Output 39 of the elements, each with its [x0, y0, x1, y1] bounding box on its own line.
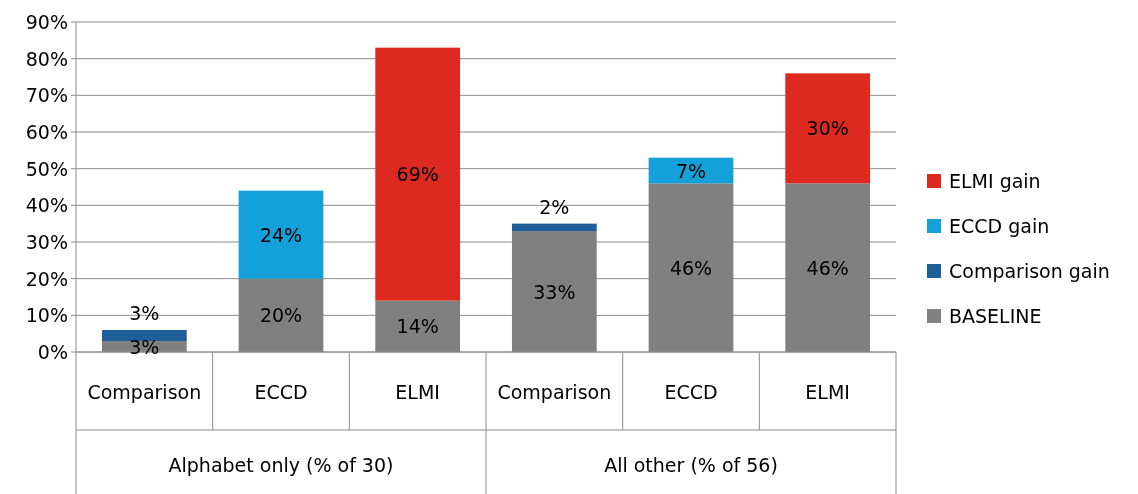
y-tick-label: 50% [25, 157, 68, 180]
data-label: 3% [129, 335, 160, 358]
data-label: 46% [806, 256, 849, 279]
legend-label: Comparison gain [949, 260, 1110, 282]
data-label: 14% [396, 315, 439, 338]
y-tick-label: 30% [25, 231, 68, 253]
bar [511, 223, 597, 231]
x-tick-label: Comparison [87, 381, 202, 403]
data-label: 30% [806, 117, 849, 140]
y-tick-label: 10% [25, 304, 68, 327]
x-tick-label: Comparison [497, 381, 612, 403]
text: All other (% of 56) [604, 454, 778, 476]
y-tick-label: 0% [37, 341, 68, 363]
y-tick-label: 80% [25, 47, 68, 70]
data-label: 46% [669, 256, 713, 279]
y-tick-label: 70% [25, 84, 68, 107]
data-label: 33% [533, 280, 576, 303]
text: Alphabet only (% of 30) [168, 454, 394, 476]
data-label: 7% [675, 159, 707, 182]
bar [785, 73, 871, 184]
data-label: 2% [539, 195, 570, 218]
bar [375, 47, 461, 301]
y-tick-label: 60% [25, 121, 68, 143]
y-tick-label: 40% [25, 194, 68, 217]
data-label: 24% [259, 223, 303, 246]
legend-label: ECCD gain [949, 215, 1050, 237]
y-tick-label: 20% [25, 267, 68, 290]
x-tick-label: ECCD [664, 381, 718, 403]
legend-label: ELMI gain [949, 170, 1041, 192]
data-label: 20% [259, 304, 303, 327]
legend-label: BASELINE [949, 305, 1042, 327]
data-label: 3% [129, 302, 160, 324]
bar [101, 330, 187, 341]
bar [238, 190, 324, 279]
data-label: 69% [396, 163, 439, 186]
x-tick-label: ELMI [395, 381, 440, 403]
y-tick-label: 90% [25, 11, 68, 33]
x-tick-label: ELMI [805, 381, 850, 403]
x-tick-label: ECCD [254, 381, 308, 403]
